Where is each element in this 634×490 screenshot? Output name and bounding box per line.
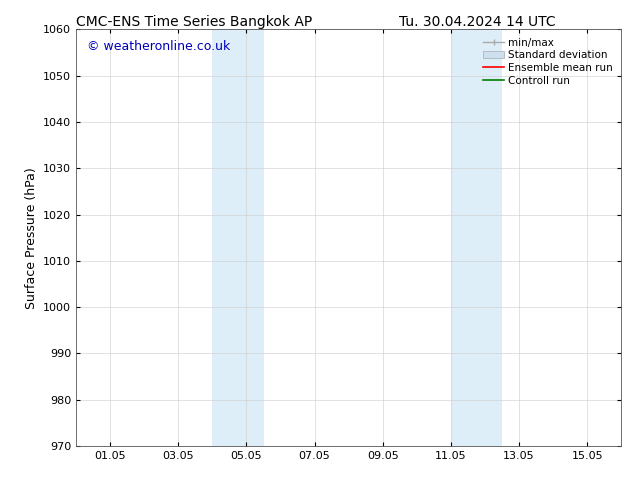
Text: © weatheronline.co.uk: © weatheronline.co.uk [87, 40, 230, 53]
Legend: min/max, Standard deviation, Ensemble mean run, Controll run: min/max, Standard deviation, Ensemble me… [480, 35, 616, 89]
Bar [451, 29, 502, 446]
Y-axis label: Surface Pressure (hPa): Surface Pressure (hPa) [25, 167, 37, 309]
Bar [212, 29, 264, 446]
Text: CMC-ENS Time Series Bangkok AP: CMC-ENS Time Series Bangkok AP [76, 15, 313, 29]
Title: CMC-ENS Time Series Bangkok AP     Tu. 30.04.2024 14 UTC: CMC-ENS Time Series Bangkok AP Tu. 30.04… [0, 489, 1, 490]
Text: Tu. 30.04.2024 14 UTC: Tu. 30.04.2024 14 UTC [399, 15, 556, 29]
